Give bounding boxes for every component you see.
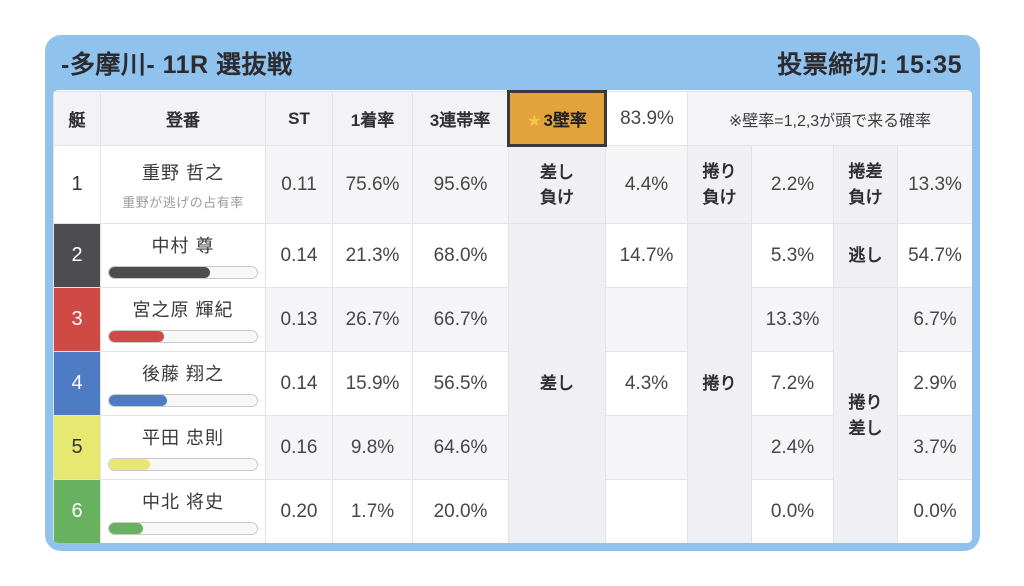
col-header-st: ST [265,91,333,146]
racer-cell: 宮之原 輝紀 [100,287,266,352]
racer-name: 中村 尊 [151,236,215,256]
makuri-value: 7.2% [751,351,834,416]
stat-bar [108,522,258,535]
st-value: 0.14 [265,351,333,416]
st-value: 0.16 [265,415,333,480]
wall-rate-toggle[interactable]: ★ 3壁率 [507,90,607,147]
top3-rate-value: 56.5% [412,351,509,416]
stats-table: 艇 登番 ST 1着率 3連帯率 ★ 3壁率 83.9% ※壁率=1,2,3が頭で… [53,90,972,543]
card-header: -多摩川- 11R 選抜戦 投票締切: 15:35 [45,35,980,90]
makuri-value: 0.0% [751,479,834,543]
win-rate-value: 1.7% [332,479,413,543]
table-row: 2 中村 尊 0.14 21.3% 68.0% 差し 14.7% 捲り 5.3%… [53,223,972,543]
makuri-value: 5.3% [751,223,834,288]
col-header-registration: 登番 [100,91,266,146]
boat-number: 4 [53,351,101,416]
stat-bar-fill [109,395,167,406]
racer-cell: 後藤 翔之 [100,351,266,416]
win-rate-value: 9.8% [332,415,413,480]
nogashi-value: 54.7% [896,223,972,288]
makurizashi-value: 3.7% [896,415,972,480]
makurizashi-make-value: 13.3% [896,145,972,224]
table-row: 3 宮之原 輝紀 0.13 26.7% 66.7% 13.3% 捲り 差し 6.… [53,287,972,543]
stat-bar [108,266,258,279]
vote-deadline: 投票締切: 15:35 [777,50,962,79]
boat-number: 1 [53,145,101,224]
boat-number: 3 [53,287,101,352]
stat-bar [108,330,258,343]
col-header-top3-rate: 3連帯率 [412,91,509,146]
sashi-value: 4.3% [605,351,688,416]
wall-rate-label: 3壁率 [543,111,587,130]
stat-bar-fill [109,459,151,470]
boat-number: 5 [53,415,101,480]
sashi-merged-label: 差し [508,223,606,543]
makurizashi-value: 6.7% [896,287,972,352]
race-title: -多摩川- 11R 選抜戦 [61,50,293,79]
star-icon: ★ [527,113,542,130]
makurizashi-make-label: 捲差 負け [833,145,898,224]
top3-rate-value: 68.0% [412,223,509,288]
boat-number: 6 [53,479,101,543]
makurizashi-value: 0.0% [896,479,972,543]
sashi-value [605,415,688,480]
sashi-value: 14.7% [605,223,688,288]
stat-bar [108,458,258,471]
top3-rate-value: 20.0% [412,479,509,543]
racer-cell: 中北 将史 [100,479,266,543]
racer-subtext: 重野が逃げの占有率 [122,194,244,210]
col-header-win-rate: 1着率 [332,91,413,146]
racer-name: 平田 忠則 [141,428,224,448]
win-rate-value: 15.9% [332,351,413,416]
wall-rate-value: 83.9% [605,91,688,146]
stat-bar-fill [109,267,210,278]
sashi-value [605,287,688,352]
makurizashi-merged-label: 捲り 差し [833,287,898,543]
sashi-make-label: 差し 負け [508,145,606,224]
makuri-value: 2.4% [751,415,834,480]
stat-bar-fill [109,523,144,534]
table-row: 6 中北 将史 0.20 1.7% 20.0% 0.0% 0.0% [53,479,972,543]
st-value: 0.11 [265,145,333,224]
racer-name: 後藤 翔之 [141,364,224,384]
racer-cell: 中村 尊 [100,223,266,288]
col-header-boat: 艇 [53,91,101,146]
racer-name: 中北 将史 [141,492,224,512]
table-row: 5 平田 忠則 0.16 9.8% 64.6% 2.4% 3.7% [53,415,972,480]
racer-cell: 重野 哲之 重野が逃げの占有率 [100,145,266,224]
stat-bar [108,394,258,407]
table-header-row: 艇 登番 ST 1着率 3連帯率 ★ 3壁率 83.9% ※壁率=1,2,3が頭で… [53,90,972,147]
win-rate-value: 21.3% [332,223,413,288]
top3-rate-value: 66.7% [412,287,509,352]
racer-name: 宮之原 輝紀 [132,300,234,320]
makuri-make-value: 2.2% [751,145,834,224]
nogashi-label: 逃し [833,223,898,288]
makuri-make-label: 捲り 負け [687,145,752,224]
boat-number: 2 [53,223,101,288]
sashi-value [605,479,688,543]
race-card: -多摩川- 11R 選抜戦 投票締切: 15:35 艇 登番 ST 1着率 3連… [45,35,980,551]
table-row: 4 後藤 翔之 0.14 15.9% 56.5% 4.3% 7.2% 2.9% [53,351,972,416]
sashi-make-value: 4.4% [605,145,688,224]
table-row: 1 重野 哲之 重野が逃げの占有率 0.11 75.6% 95.6% 差し 負け… [53,145,972,224]
makuri-value: 13.3% [751,287,834,352]
st-value: 0.13 [265,287,333,352]
st-value: 0.20 [265,479,333,543]
racer-cell: 平田 忠則 [100,415,266,480]
st-value: 0.14 [265,223,333,288]
top3-rate-value: 64.6% [412,415,509,480]
racer-name: 重野 哲之 [141,162,224,183]
win-rate-value: 26.7% [332,287,413,352]
win-rate-value: 75.6% [332,145,413,224]
stat-bar-fill [109,331,164,342]
wall-rate-note: ※壁率=1,2,3が頭で来る確率 [686,91,972,146]
makurizashi-value: 2.9% [896,351,972,416]
top3-rate-value: 95.6% [412,145,509,224]
makuri-merged-label: 捲り [687,223,752,543]
stats-table-container: 艇 登番 ST 1着率 3連帯率 ★ 3壁率 83.9% ※壁率=1,2,3が頭で… [53,90,972,543]
